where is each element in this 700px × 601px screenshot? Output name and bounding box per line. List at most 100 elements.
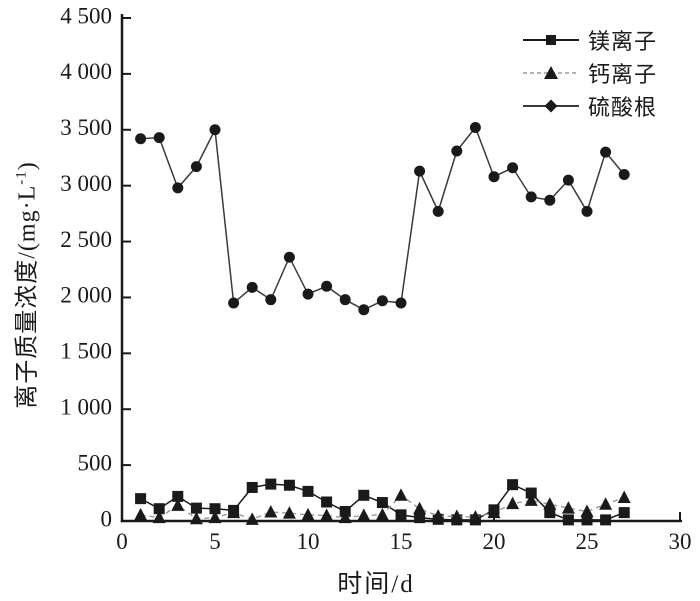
circle-data-marker — [544, 194, 556, 206]
square-data-marker — [507, 479, 519, 491]
y-tick-label: 2 000 — [60, 283, 112, 308]
triangle-data-marker — [413, 501, 427, 515]
x-tick-label: 20 — [483, 529, 506, 554]
x-tick-label: 0 — [116, 529, 128, 554]
circle-data-marker — [581, 205, 593, 217]
circle-data-marker — [507, 162, 519, 174]
y-axis-title-text: 离子质量浓度/(mg·L — [14, 184, 41, 409]
y-axis-title-superscript: -1 — [13, 170, 30, 185]
y-tick-label: 1 000 — [60, 395, 112, 420]
circle-data-marker — [135, 133, 147, 145]
legend: 镁离子 钙离子 硫酸根 — [522, 28, 657, 120]
square-data-marker — [414, 512, 426, 524]
legend-item-magnesium: 镁离子 — [522, 28, 657, 54]
triangle-data-marker — [208, 510, 222, 524]
x-tick-label: 10 — [297, 529, 320, 554]
triangle-data-marker — [171, 498, 185, 511]
triangle-data-marker — [431, 508, 445, 522]
circle-data-marker — [246, 281, 258, 293]
square-data-marker — [283, 479, 295, 491]
legend-item-calcium: 钙离子 — [522, 61, 657, 87]
square-data-marker — [525, 487, 537, 499]
triangle-data-marker — [375, 507, 389, 521]
square-data-marker — [581, 514, 593, 526]
x-tick-label: 30 — [669, 529, 692, 554]
square-data-marker — [172, 490, 184, 502]
x-tick-label: 25 — [576, 529, 599, 554]
circle-data-marker — [432, 205, 444, 217]
triangle-marker-icon — [523, 66, 579, 79]
triangle-data-marker — [301, 507, 315, 521]
triangle-data-marker — [338, 510, 352, 524]
circle-data-marker — [283, 251, 295, 263]
triangle-data-marker — [599, 497, 613, 510]
square-data-marker — [544, 507, 556, 519]
circle-data-marker — [618, 168, 630, 180]
circle-data-marker — [395, 297, 407, 309]
circle-data-marker — [172, 182, 184, 194]
circle-data-marker — [209, 124, 221, 136]
square-data-marker — [321, 496, 333, 508]
circle-data-marker — [600, 146, 612, 158]
triangle-data-marker — [450, 509, 464, 523]
y-tick-label: 3 000 — [60, 171, 112, 196]
square-data-marker — [618, 507, 630, 519]
square-data-marker — [246, 481, 258, 493]
triangle-data-marker — [282, 506, 296, 519]
y-tick-label: 500 — [78, 450, 113, 475]
y-tick-label: 1 500 — [60, 339, 112, 364]
triangle-data-marker — [134, 507, 148, 521]
triangle-data-marker — [561, 501, 575, 514]
circle-data-marker — [525, 191, 537, 203]
circle-data-marker — [265, 294, 277, 306]
triangle-data-marker — [245, 512, 259, 525]
y-tick-label: 3 500 — [60, 115, 112, 140]
circle-data-marker — [469, 122, 481, 134]
circle-data-marker — [376, 295, 388, 307]
circle-data-marker — [339, 294, 351, 306]
triangle-data-marker — [506, 496, 520, 510]
triangle-data-marker — [227, 505, 241, 519]
x-axis-title: 时间/d — [337, 571, 415, 598]
legend-label-magnesium: 镁离子 — [588, 29, 658, 54]
x-tick-label: 15 — [390, 529, 413, 554]
triangle-data-marker — [487, 505, 501, 519]
square-data-marker — [562, 514, 574, 526]
circle-data-marker — [414, 165, 426, 177]
square-marker-icon — [523, 35, 579, 45]
triangle-data-marker — [189, 511, 203, 525]
triangle-data-marker — [617, 490, 631, 504]
square-data-marker — [265, 478, 277, 490]
circle-data-marker — [451, 145, 463, 157]
y-tick-label: 2 500 — [60, 227, 112, 252]
square-data-marker — [135, 493, 147, 505]
circle-data-marker — [153, 132, 165, 144]
y-tick-label: 4 000 — [60, 59, 112, 84]
circle-data-marker — [190, 161, 202, 173]
legend-label-sulfate: 硫酸根 — [588, 95, 658, 120]
circle-data-marker — [228, 297, 240, 309]
square-data-marker — [190, 502, 202, 514]
square-data-marker — [376, 497, 388, 509]
y-axis-title: 离子质量浓度/(mg·L-1) — [7, 161, 42, 408]
diamond-marker-icon — [523, 99, 579, 113]
circle-data-marker — [358, 304, 370, 316]
circle-data-marker — [488, 171, 500, 183]
square-data-marker — [395, 509, 407, 521]
circle-data-marker — [302, 288, 314, 300]
square-data-marker — [302, 485, 314, 497]
square-data-marker — [153, 503, 165, 515]
square-data-marker — [209, 503, 221, 515]
triangle-data-marker — [264, 505, 278, 518]
square-data-marker — [358, 489, 370, 501]
legend-label-calcium: 钙离子 — [588, 62, 658, 87]
triangle-data-marker — [357, 508, 371, 521]
x-tick-label: 5 — [209, 529, 221, 554]
y-axis-title-close: ) — [14, 161, 41, 171]
triangle-data-marker — [152, 510, 166, 524]
triangle-data-marker — [543, 497, 557, 510]
circle-data-marker — [562, 174, 574, 186]
series-line-2 — [140, 126, 625, 311]
